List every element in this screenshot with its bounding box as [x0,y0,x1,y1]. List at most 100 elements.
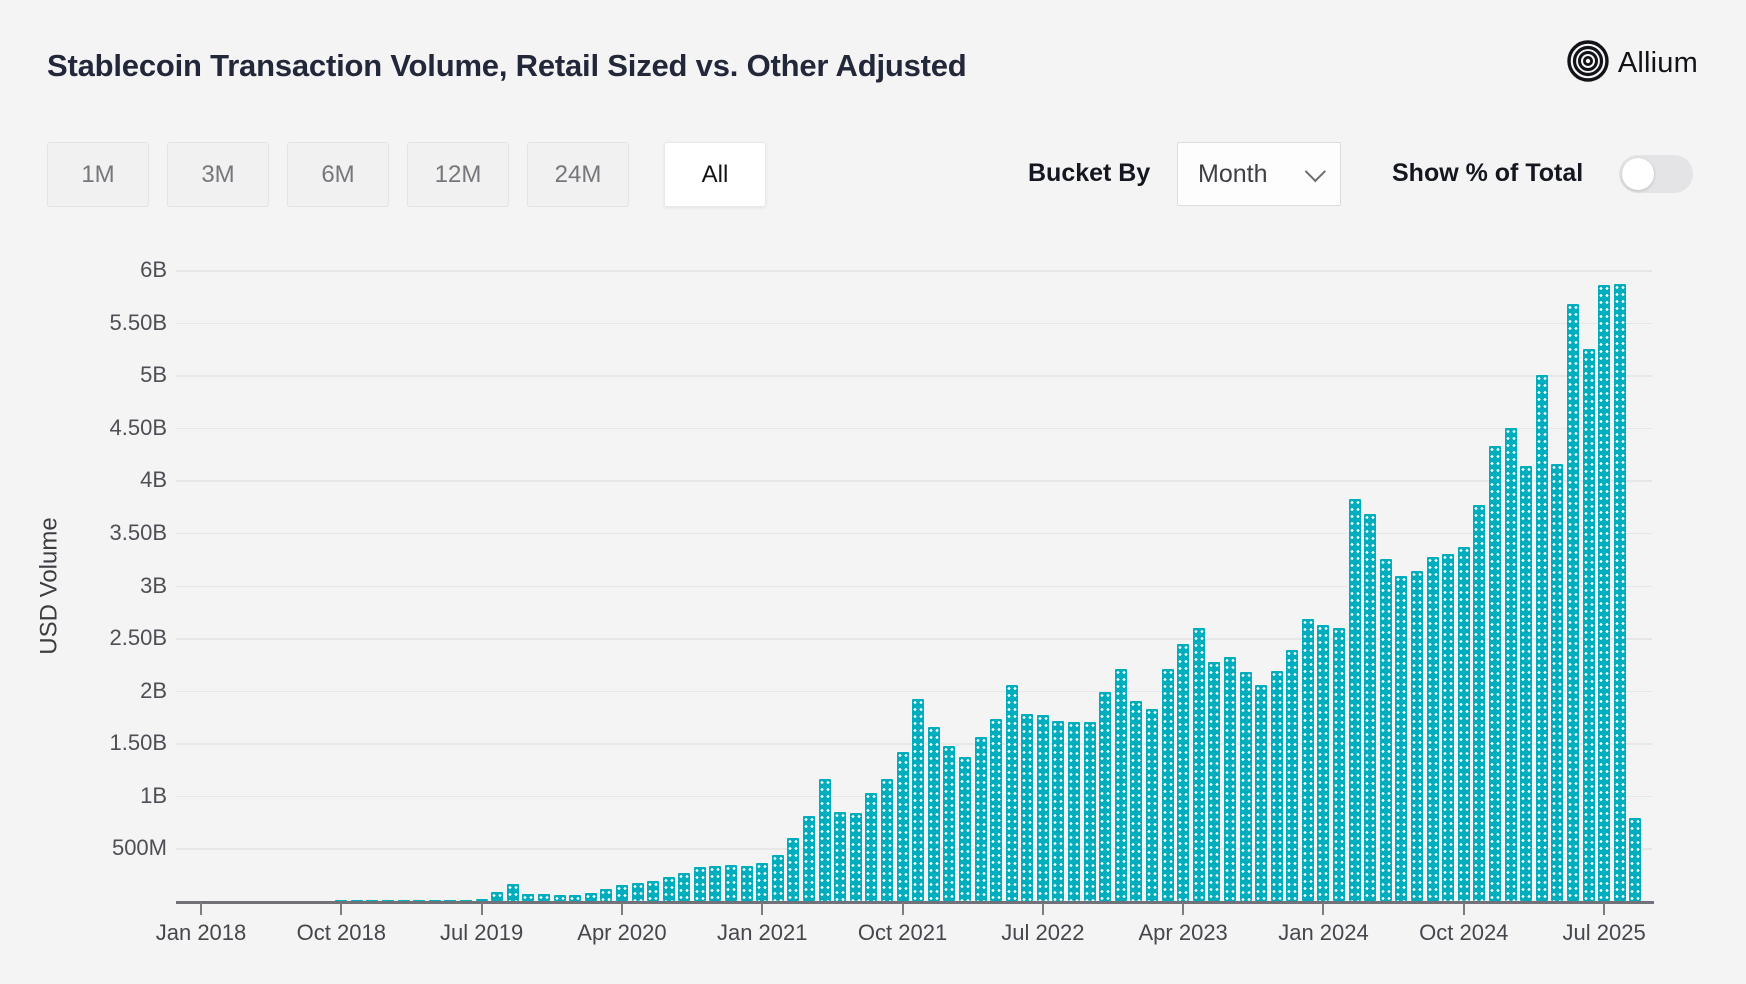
bar-feb-2019[interactable] [397,900,410,901]
bar-oct-2019[interactable] [522,894,535,901]
bar-jul-2025[interactable] [1598,284,1611,901]
bar-oct-2023[interactable] [1270,670,1283,901]
bar-mar-2022[interactable] [974,736,987,901]
bar-oct-2018[interactable] [335,900,348,901]
bar-nov-2020[interactable] [725,865,738,901]
range-button-24m[interactable]: 24M [527,142,629,207]
bar-nov-2021[interactable] [912,699,925,901]
bar-mar-2025[interactable] [1535,375,1548,901]
bar-mar-2019[interactable] [413,900,426,901]
bar-jan-2024[interactable] [1317,625,1330,901]
bar-sep-2022[interactable] [1068,722,1081,901]
bar-dec-2019[interactable] [553,895,566,901]
bar-aug-2025[interactable] [1613,283,1626,901]
bar-jun-2019[interactable] [460,899,473,901]
bar-apr-2022[interactable] [990,719,1003,901]
bar-jan-2025[interactable] [1504,427,1517,901]
bar-may-2024[interactable] [1379,559,1392,901]
bar-aug-2024[interactable] [1426,557,1439,901]
bar-nov-2019[interactable] [537,893,550,901]
bar-oct-2022[interactable] [1083,722,1096,901]
bar-dec-2021[interactable] [927,727,940,901]
bar-jan-2020[interactable] [569,895,582,901]
range-button-3m[interactable]: 3M [167,142,269,207]
bar-feb-2022[interactable] [958,756,971,901]
bar-feb-2025[interactable] [1520,465,1533,901]
bar-sep-2025[interactable] [1629,817,1642,901]
x-tick [480,903,483,915]
bar-feb-2024[interactable] [1333,627,1346,901]
bar-mar-2024[interactable] [1348,499,1361,901]
bar-jun-2024[interactable] [1395,576,1408,901]
bar-aug-2023[interactable] [1239,671,1252,901]
x-tick-label: Apr 2023 [1138,920,1228,945]
bar-oct-2024[interactable] [1457,546,1470,901]
bar-may-2023[interactable] [1192,627,1205,901]
y-tick-label: 4.50B [109,414,168,440]
bar-apr-2019[interactable] [428,900,441,901]
bucket-by-dropdown[interactable]: Month [1177,142,1341,206]
bar-aug-2019[interactable] [491,891,504,901]
page-title: Stablecoin Transaction Volume, Retail Si… [47,48,967,83]
bar-may-2019[interactable] [444,899,457,901]
bar-jun-2025[interactable] [1582,348,1595,901]
bar-jan-2023[interactable] [1130,701,1143,901]
range-button-all[interactable]: All [664,142,766,207]
range-button-12m[interactable]: 12M [407,142,509,207]
bar-dec-2018[interactable] [366,900,379,901]
bar-mar-2023[interactable] [1161,668,1174,901]
bar-sep-2021[interactable] [880,779,893,901]
bar-apr-2021[interactable] [803,815,815,901]
bar-feb-2023[interactable] [1145,708,1158,901]
bar-aug-2021[interactable] [865,793,878,901]
bar-may-2022[interactable] [1005,685,1018,901]
bar-may-2025[interactable] [1566,303,1579,901]
bar-apr-2025[interactable] [1551,463,1564,901]
bar-sep-2023[interactable] [1255,685,1268,901]
bar-sep-2024[interactable] [1442,553,1455,901]
bar-jul-2021[interactable] [849,812,862,901]
bar-mar-2021[interactable] [787,837,800,901]
y-tick-label: 4B [140,467,167,493]
bar-sep-2019[interactable] [506,884,519,901]
x-tick [620,903,623,915]
bar-nov-2024[interactable] [1473,504,1486,901]
bar-jan-2022[interactable] [943,746,956,901]
bar-aug-2022[interactable] [1052,721,1065,901]
bar-may-2021[interactable] [818,779,831,901]
allium-logo-icon [1565,38,1611,89]
bar-nov-2023[interactable] [1286,649,1299,901]
bar-nov-2022[interactable] [1099,691,1112,901]
bar-jun-2021[interactable] [834,811,847,901]
bar-dec-2022[interactable] [1114,668,1127,901]
bar-jan-2019[interactable] [382,900,395,901]
bar-apr-2024[interactable] [1364,514,1377,901]
y-tick-label: 6B [140,257,167,282]
bar-jul-2019[interactable] [475,899,488,901]
bar-may-2020[interactable] [631,883,644,901]
bar-jul-2023[interactable] [1223,657,1236,901]
bar-apr-2023[interactable] [1177,644,1190,901]
bar-mar-2020[interactable] [600,888,613,901]
range-button-1m[interactable]: 1M [47,142,149,207]
bar-jun-2020[interactable] [647,881,660,901]
bar-jan-2021[interactable] [756,862,769,901]
bar-oct-2020[interactable] [709,866,722,901]
show-percent-toggle[interactable] [1619,155,1693,193]
bar-dec-2024[interactable] [1488,445,1501,901]
bar-oct-2021[interactable] [896,751,909,901]
bar-dec-2020[interactable] [740,866,753,901]
bar-jul-2024[interactable] [1411,570,1424,901]
bar-jun-2023[interactable] [1208,662,1221,901]
bar-sep-2020[interactable] [693,867,706,901]
bar-jul-2020[interactable] [662,876,675,901]
bar-feb-2020[interactable] [584,892,597,901]
range-button-6m[interactable]: 6M [287,142,389,207]
bar-jul-2022[interactable] [1036,714,1049,901]
bar-dec-2023[interactable] [1301,619,1314,901]
bar-apr-2020[interactable] [615,885,628,901]
bar-feb-2021[interactable] [771,854,784,901]
bar-aug-2020[interactable] [678,872,691,901]
bar-nov-2018[interactable] [350,900,363,901]
bar-jun-2022[interactable] [1021,713,1034,901]
